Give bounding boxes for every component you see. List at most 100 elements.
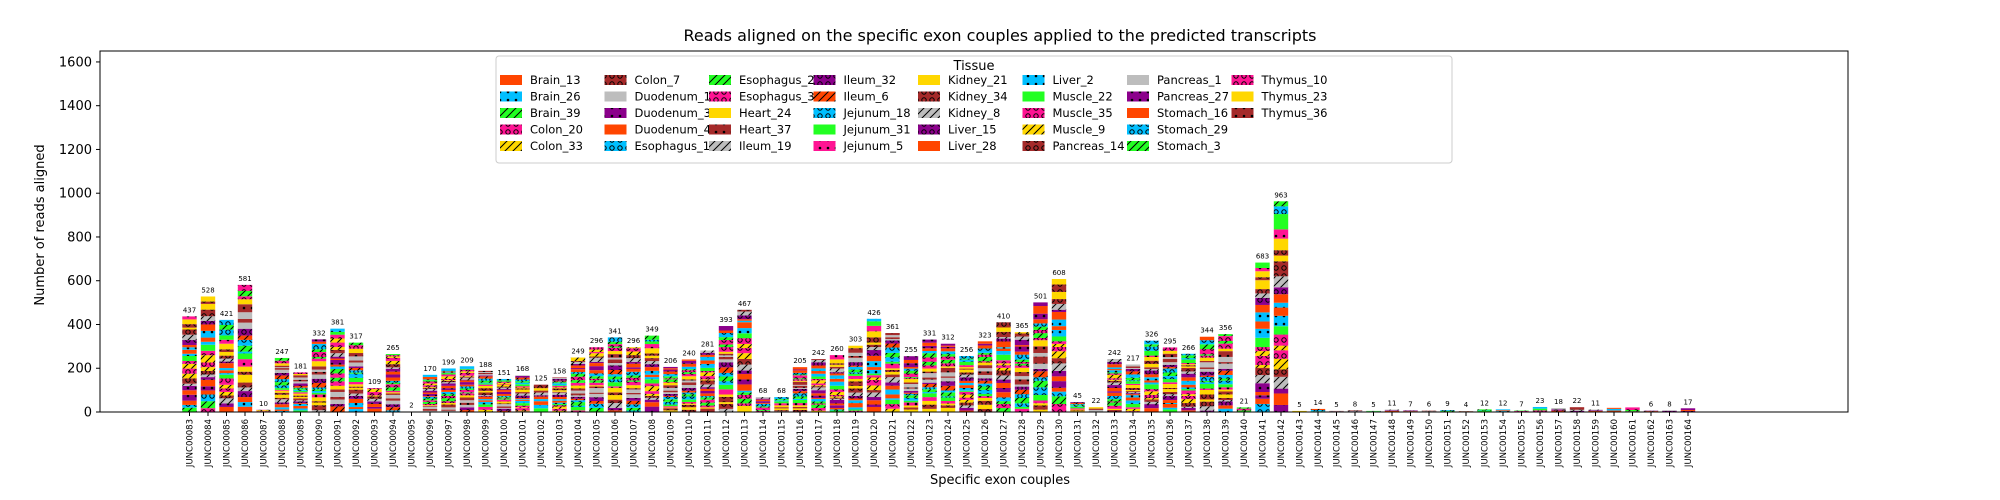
bar-segment	[829, 398, 845, 400]
bar-segment	[700, 372, 715, 377]
bar-segment	[459, 372, 475, 376]
bar-segment	[866, 355, 882, 362]
bar-segment	[940, 354, 956, 357]
bar-segment	[626, 394, 641, 398]
bar-segment	[422, 406, 438, 410]
bar-segment	[1273, 393, 1289, 405]
bar-segment	[866, 361, 882, 368]
x-tick-label: JUNC00159	[1592, 419, 1602, 468]
x-tick-label: JUNC00155	[1518, 419, 1528, 468]
bar-segment	[663, 390, 678, 393]
x-tick-label: JUNC00129	[1037, 419, 1047, 468]
bar-segment	[1144, 340, 1159, 345]
bar-segment	[607, 382, 623, 387]
bar-segment	[718, 408, 734, 412]
bar-segment	[1051, 391, 1067, 397]
bar-segment	[1199, 380, 1215, 383]
bar-segment	[422, 392, 438, 394]
bar-JUNC00130	[1051, 278, 1067, 412]
bar-segment	[626, 355, 641, 359]
bar-segment	[515, 386, 530, 388]
bar-segment	[1051, 341, 1067, 344]
bar-JUNC00116	[792, 367, 808, 412]
bar-segment	[959, 399, 974, 403]
bar-segment	[274, 394, 290, 398]
bar-segment	[182, 404, 197, 408]
bar-segment	[1033, 333, 1048, 338]
bar-segment	[182, 407, 197, 412]
bar-segment	[1125, 380, 1141, 382]
bar-segment	[311, 356, 327, 359]
bar-segment	[681, 369, 697, 371]
bar-segment	[848, 345, 863, 349]
bar-segment	[200, 337, 216, 342]
bar-segment	[1532, 406, 1548, 409]
x-tick-label: JUNC00115	[778, 419, 788, 468]
bar-segment	[903, 379, 919, 383]
bar-value-label: 242	[1108, 349, 1121, 357]
legend-label: Kidney_8	[948, 106, 1000, 120]
bar-segment	[1588, 410, 1603, 412]
bar-segment	[459, 410, 475, 412]
bar-segment	[1051, 351, 1067, 359]
bar-segment	[866, 318, 882, 322]
bar-segment	[274, 399, 290, 403]
bar-segment	[866, 337, 882, 343]
bar-segment	[866, 331, 882, 338]
bar-segment	[866, 392, 882, 398]
bar-segment	[848, 381, 863, 386]
bar-segment	[348, 409, 364, 412]
bar-segment	[515, 392, 530, 394]
bar-segment	[367, 401, 382, 404]
bar-segment	[848, 357, 863, 363]
bar-segment	[589, 401, 604, 404]
bar-segment	[792, 406, 808, 409]
bar-segment	[219, 388, 234, 392]
bar-value-label: 209	[460, 356, 473, 364]
bar-segment	[829, 397, 845, 399]
bar-segment	[996, 367, 1011, 371]
bar-segment	[940, 407, 956, 412]
legend-label: Duodenum_4	[635, 123, 711, 137]
bar-segment	[1144, 360, 1159, 364]
bar-segment	[811, 401, 826, 404]
bar-value-label: 260	[830, 345, 843, 353]
y-tick-label: 600	[67, 274, 92, 289]
bar-segment	[589, 407, 604, 412]
bar-segment	[866, 367, 882, 370]
bar-segment	[737, 320, 752, 323]
bar-segment	[385, 357, 401, 361]
bar-segment	[348, 387, 364, 390]
bar-segment	[293, 406, 308, 409]
bar-segment	[626, 351, 641, 356]
bar-segment	[496, 381, 512, 383]
bar-segment	[330, 377, 345, 382]
bar-segment	[1144, 394, 1159, 399]
bar-segment	[422, 386, 438, 388]
bar-JUNC00097	[441, 368, 456, 412]
bar-segment	[737, 344, 752, 349]
bar-value-label: 296	[590, 337, 604, 345]
bar-segment	[552, 402, 567, 404]
bar-segment	[1107, 399, 1122, 402]
bar-JUNC00122	[903, 356, 919, 412]
bar-value-label: 206	[664, 357, 678, 365]
bar-segment	[478, 384, 493, 386]
bar-segment	[737, 309, 752, 312]
bar-segment	[718, 367, 734, 373]
bar-value-label: 12	[1480, 399, 1489, 407]
bar-segment	[792, 403, 808, 406]
bar-segment	[1218, 363, 1233, 369]
bar-segment	[718, 357, 734, 360]
bar-segment	[996, 348, 1011, 351]
bar-segment	[385, 368, 401, 372]
legend-entry: Kidney_21	[918, 73, 1008, 87]
bar-segment	[422, 376, 438, 380]
bar-segment	[570, 361, 586, 364]
bar-value-label: 217	[1126, 355, 1139, 363]
bar-segment	[311, 341, 327, 344]
x-tick-label: JUNC00106	[611, 419, 621, 468]
bar-segment	[385, 394, 401, 399]
bar-segment	[626, 381, 641, 386]
bar-segment	[1181, 384, 1196, 388]
